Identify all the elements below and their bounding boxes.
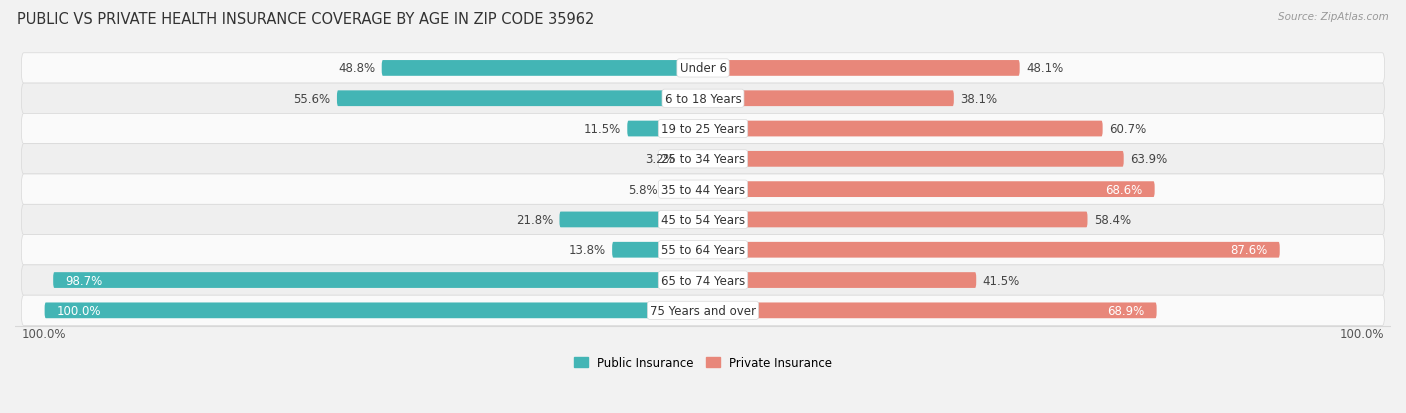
FancyBboxPatch shape	[703, 273, 976, 288]
FancyBboxPatch shape	[21, 144, 1385, 175]
Text: 11.5%: 11.5%	[583, 123, 620, 136]
Text: Under 6: Under 6	[679, 62, 727, 75]
Text: 87.6%: 87.6%	[1230, 244, 1268, 256]
FancyBboxPatch shape	[21, 295, 1385, 326]
FancyBboxPatch shape	[53, 273, 703, 288]
Text: 3.2%: 3.2%	[645, 153, 675, 166]
FancyBboxPatch shape	[21, 84, 1385, 114]
Text: 48.8%: 48.8%	[337, 62, 375, 75]
FancyBboxPatch shape	[703, 212, 1087, 228]
Text: 100.0%: 100.0%	[1340, 327, 1385, 340]
FancyBboxPatch shape	[381, 61, 703, 77]
FancyBboxPatch shape	[21, 175, 1385, 205]
Text: 55 to 64 Years: 55 to 64 Years	[661, 244, 745, 256]
Text: 41.5%: 41.5%	[983, 274, 1021, 287]
Text: 68.9%: 68.9%	[1108, 304, 1144, 317]
Text: 5.8%: 5.8%	[628, 183, 658, 196]
Text: 19 to 25 Years: 19 to 25 Years	[661, 123, 745, 136]
FancyBboxPatch shape	[703, 303, 1157, 318]
Text: 100.0%: 100.0%	[21, 327, 66, 340]
Text: 68.6%: 68.6%	[1105, 183, 1143, 196]
FancyBboxPatch shape	[665, 182, 703, 197]
FancyBboxPatch shape	[21, 54, 1385, 84]
Text: 35 to 44 Years: 35 to 44 Years	[661, 183, 745, 196]
Legend: Public Insurance, Private Insurance: Public Insurance, Private Insurance	[574, 356, 832, 369]
Text: 21.8%: 21.8%	[516, 214, 553, 226]
Text: 25 to 34 Years: 25 to 34 Years	[661, 153, 745, 166]
Text: 75 Years and over: 75 Years and over	[650, 304, 756, 317]
Text: 55.6%: 55.6%	[294, 93, 330, 105]
Text: 38.1%: 38.1%	[960, 93, 997, 105]
Text: 63.9%: 63.9%	[1130, 153, 1167, 166]
Text: 13.8%: 13.8%	[568, 244, 606, 256]
FancyBboxPatch shape	[703, 152, 1123, 167]
Text: Source: ZipAtlas.com: Source: ZipAtlas.com	[1278, 12, 1389, 22]
Text: 100.0%: 100.0%	[56, 304, 101, 317]
FancyBboxPatch shape	[560, 212, 703, 228]
FancyBboxPatch shape	[703, 121, 1102, 137]
FancyBboxPatch shape	[21, 205, 1385, 235]
Text: 60.7%: 60.7%	[1109, 123, 1146, 136]
Text: 6 to 18 Years: 6 to 18 Years	[665, 93, 741, 105]
FancyBboxPatch shape	[337, 91, 703, 107]
FancyBboxPatch shape	[45, 303, 703, 318]
FancyBboxPatch shape	[703, 61, 1019, 77]
FancyBboxPatch shape	[21, 114, 1385, 144]
Text: 58.4%: 58.4%	[1094, 214, 1132, 226]
Text: 98.7%: 98.7%	[65, 274, 103, 287]
FancyBboxPatch shape	[682, 152, 703, 167]
Text: 48.1%: 48.1%	[1026, 62, 1063, 75]
FancyBboxPatch shape	[703, 182, 1154, 197]
FancyBboxPatch shape	[627, 121, 703, 137]
FancyBboxPatch shape	[21, 265, 1385, 295]
FancyBboxPatch shape	[703, 242, 1279, 258]
FancyBboxPatch shape	[703, 91, 953, 107]
FancyBboxPatch shape	[612, 242, 703, 258]
Text: PUBLIC VS PRIVATE HEALTH INSURANCE COVERAGE BY AGE IN ZIP CODE 35962: PUBLIC VS PRIVATE HEALTH INSURANCE COVER…	[17, 12, 595, 27]
Text: 45 to 54 Years: 45 to 54 Years	[661, 214, 745, 226]
FancyBboxPatch shape	[21, 235, 1385, 265]
Text: 65 to 74 Years: 65 to 74 Years	[661, 274, 745, 287]
